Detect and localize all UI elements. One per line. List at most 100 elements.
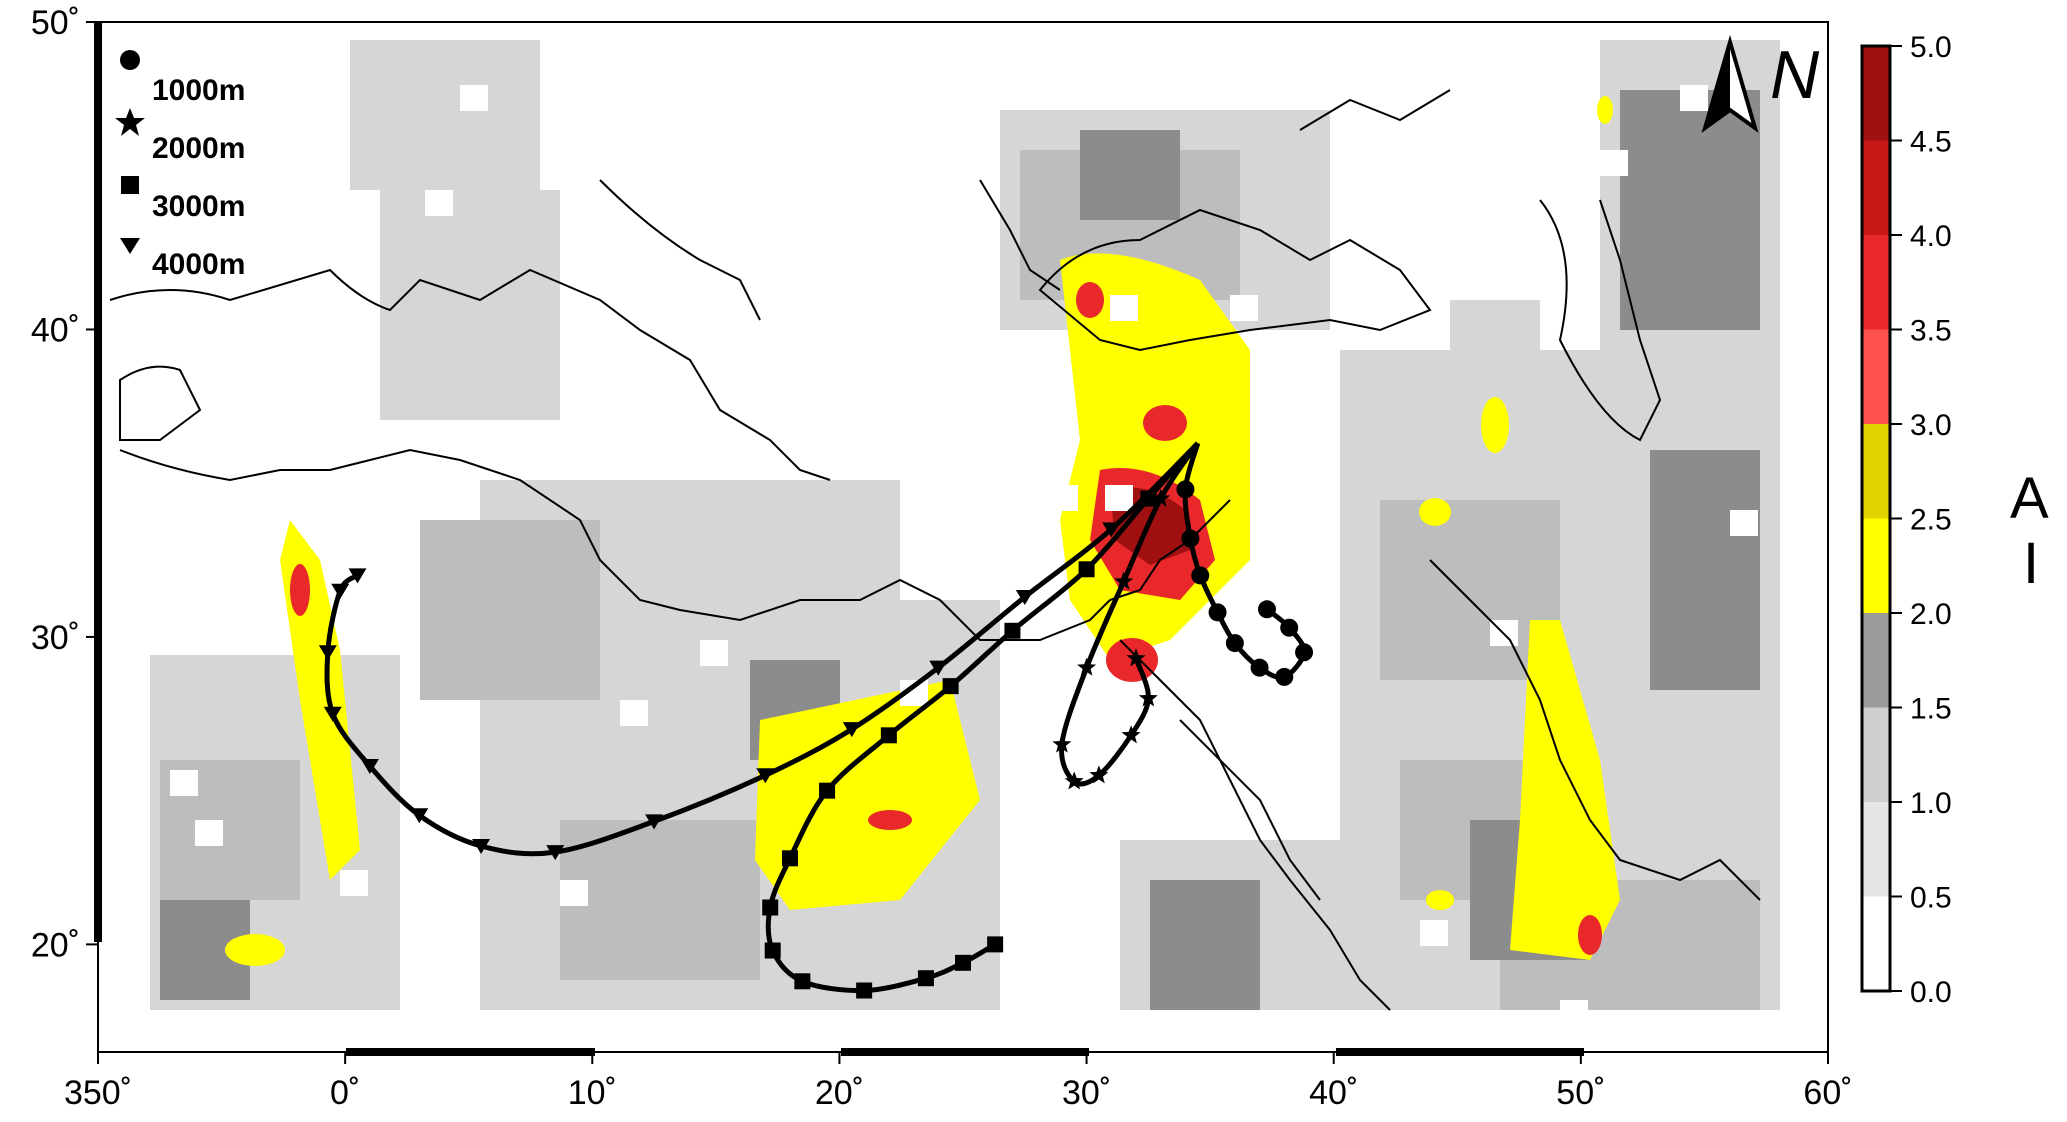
lat-tick-label: 50˚	[31, 4, 80, 42]
colorbar-swatch	[1862, 896, 1890, 991]
trajectory-legend: 1000m 2000m 3000m 4000m	[115, 50, 245, 281]
trajectory-point	[472, 839, 491, 854]
trajectory-point	[318, 645, 337, 661]
colorbar-tick-label: 0.5	[1910, 882, 1952, 915]
legend-star-symbol	[115, 108, 145, 136]
colorbar-tick-label: 1.5	[1910, 693, 1952, 726]
colorbar-swatch	[1862, 707, 1890, 802]
trajectory-point	[1181, 529, 1200, 548]
lon-tick-label: 0˚	[330, 1074, 360, 1112]
trajectory-point	[1208, 603, 1227, 622]
lon-tick-label: 20˚	[815, 1074, 864, 1112]
lon-tick-label: 350˚	[64, 1074, 132, 1112]
trajectory-point	[360, 759, 379, 775]
trajectory-point	[1077, 657, 1097, 676]
trajectory-point	[819, 782, 836, 799]
colorbar-tick-label: 0.0	[1910, 976, 1952, 1009]
trajectory-point	[1295, 643, 1314, 662]
colorbar-title-a: A	[2010, 466, 2049, 531]
colorbar-swatch	[1862, 140, 1890, 235]
colorbar-tick-label: 2.5	[1910, 504, 1952, 537]
legend-label-3000m: 3000m	[152, 190, 245, 223]
legend-label-2000m: 2000m	[152, 132, 245, 165]
colorbar-tick-label: 1.0	[1910, 787, 1952, 820]
trajectory-point	[1275, 667, 1294, 686]
latitude-ticks: 50˚ 40˚ 30˚ 20˚	[31, 4, 98, 964]
trajectory-point	[348, 568, 367, 584]
trajectory-point	[1257, 600, 1276, 619]
colorbar-swatch	[1862, 46, 1890, 141]
north-arrow: N	[1701, 34, 1820, 134]
trajectory-point	[764, 942, 781, 959]
trajectory-point	[880, 727, 897, 744]
trajectory-point	[1102, 522, 1121, 538]
legend-triangle-symbol	[120, 238, 140, 254]
trajectory-point	[756, 768, 775, 784]
trajectory-1000m	[1176, 442, 1314, 686]
colorbar-swatch	[1862, 235, 1890, 330]
aerosol-index-field	[150, 40, 1780, 1026]
trajectory-point	[1052, 734, 1072, 753]
trajectory-point	[1126, 648, 1146, 667]
colorbar-title-i: I	[2023, 531, 2039, 596]
legend-label-4000m: 4000m	[152, 248, 245, 281]
lon-tick-label: 30˚	[1062, 1074, 1111, 1112]
trajectory-point	[1114, 571, 1134, 590]
trajectory-point	[323, 706, 342, 722]
trajectory-line	[765, 441, 1200, 994]
colorbar-tick-label: 3.5	[1910, 315, 1952, 348]
trajectory-point	[1250, 658, 1269, 677]
colorbar-tick-label: 4.5	[1910, 126, 1952, 159]
trajectory-2000m	[1052, 441, 1200, 790]
trajectory-point	[410, 808, 429, 824]
colorbar-swatch	[1862, 802, 1890, 897]
colorbar-swatch	[1862, 424, 1890, 519]
trajectory-point	[645, 814, 664, 830]
legend-square-symbol	[121, 176, 139, 194]
longitude-ticks: 350˚ 0˚ 10˚ 20˚ 30˚ 40˚ 50˚ 60˚	[64, 1052, 1853, 1112]
trajectory-point	[987, 936, 1004, 953]
trajectory-point	[762, 899, 779, 916]
trajectory-point	[1225, 634, 1244, 653]
north-label: N	[1770, 37, 1820, 113]
trajectory-point	[1176, 480, 1195, 499]
trajectory-point	[1151, 488, 1171, 507]
colorbar: 0.0 0.5 1.0 1.5 2.0 2.5 3.0 3.5 4.0 4.5 5.0 A I	[1860, 31, 2049, 1009]
trajectory-point	[842, 722, 861, 738]
back-trajectories	[318, 441, 1314, 999]
trajectory-point	[929, 660, 948, 676]
lon-tick-label: 10˚	[568, 1074, 617, 1112]
lon-tick-label: 40˚	[1309, 1074, 1358, 1112]
trajectory-point	[794, 973, 811, 990]
colorbar-swatch	[1862, 518, 1890, 613]
trajectory-3000m	[762, 441, 1200, 999]
trajectory-point	[1280, 618, 1299, 637]
colorbar-boxes	[1862, 46, 1890, 991]
colorbar-tick-label: 2.0	[1910, 598, 1952, 631]
trajectory-point	[1121, 725, 1141, 744]
lat-tick-label: 30˚	[31, 619, 80, 657]
colorbar-swatch	[1862, 613, 1890, 708]
trajectory-point	[331, 583, 350, 599]
trajectory-point	[955, 954, 971, 971]
lon-tick-label: 50˚	[1556, 1074, 1605, 1112]
legend-circle-symbol	[120, 50, 140, 70]
trajectory-point	[1191, 566, 1210, 585]
trajectory-point	[917, 970, 934, 987]
trajectory-point	[782, 850, 798, 867]
legend-label-1000m: 1000m	[152, 74, 245, 107]
trajectory-4000m	[318, 441, 1200, 861]
colorbar-tick-label: 3.0	[1910, 409, 1952, 442]
lon-tick-label: 60˚	[1803, 1074, 1852, 1112]
coastlines	[109, 89, 1761, 1011]
trajectory-point	[546, 845, 565, 861]
trajectory-point	[1004, 622, 1021, 639]
lat-tick-label: 20˚	[31, 926, 80, 964]
trajectory-point	[1015, 589, 1034, 605]
colorbar-tick-label: 5.0	[1910, 31, 1952, 64]
trajectory-point	[856, 982, 873, 999]
trajectory-point	[1064, 771, 1084, 790]
trajectory-point	[1138, 688, 1158, 707]
colorbar-tick-label: 4.0	[1910, 220, 1952, 253]
